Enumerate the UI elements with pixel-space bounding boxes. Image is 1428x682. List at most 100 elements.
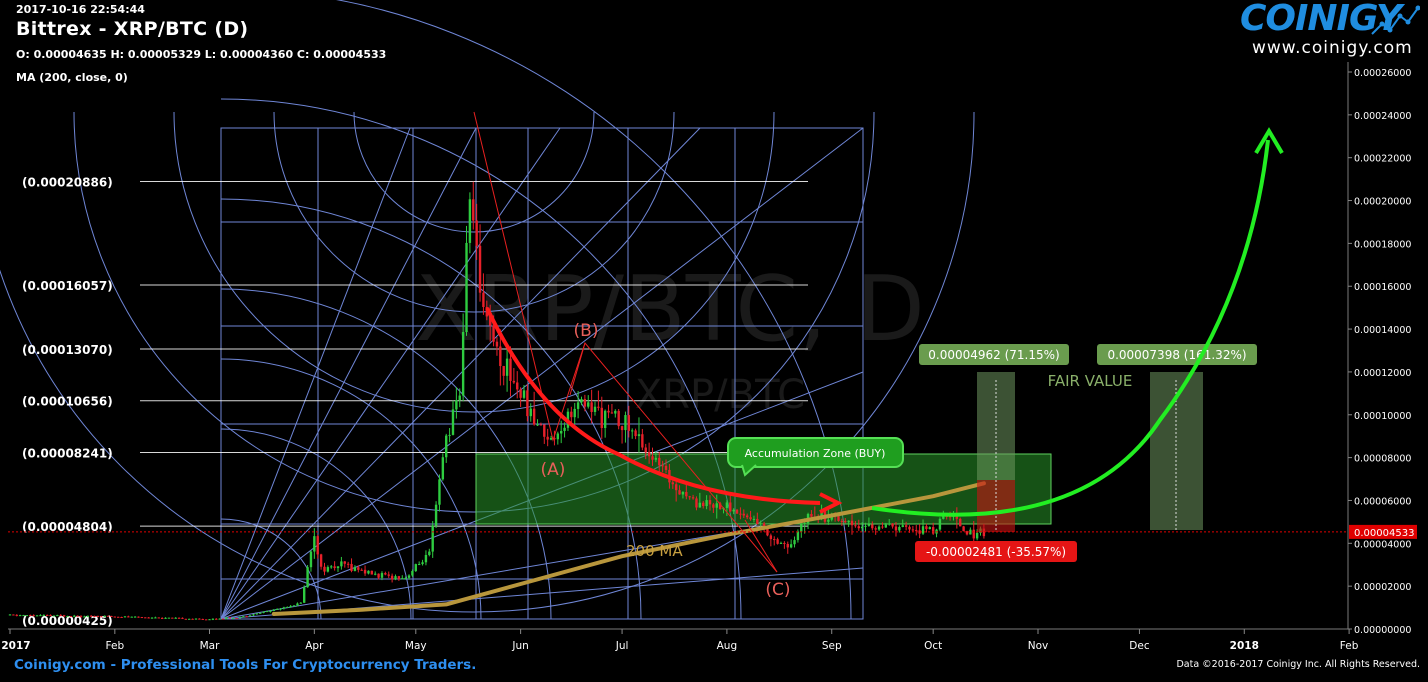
candle [397,576,401,580]
candle [215,618,218,620]
x-tick-label: Jun [511,640,528,652]
candle [231,618,235,620]
fib-level-label: (0.00016057) [22,279,113,293]
candle [597,406,600,408]
candle [255,613,259,615]
wave-b-label: (B) [574,321,599,341]
candle [844,520,847,523]
x-tick-label: Jul [615,640,629,652]
candle [380,573,384,578]
candle [25,615,29,617]
candle [404,577,407,579]
candle [177,617,181,619]
candle [370,570,374,575]
accumulation-callout: Accumulation Zone (BUY) [727,437,904,477]
candle [411,571,414,576]
candle [857,526,860,529]
candle [850,520,854,526]
candle [647,452,651,457]
candle [620,426,624,431]
target2-label-bg [1097,344,1257,365]
target1-label: 0.00004962 (71.15%) [928,348,1059,362]
candle [262,611,265,613]
gann-box [220,127,864,620]
candle [766,527,769,536]
candle [343,561,346,564]
candle [401,578,404,580]
candle [140,617,144,619]
candle [631,430,634,432]
candle [982,528,986,537]
candle [286,607,289,609]
callout-bg [727,437,904,468]
candle [22,615,25,617]
candle [441,457,445,480]
footer-tagline[interactable]: Coinigy.com - Professional Tools For Cry… [14,657,477,673]
candle [762,523,766,528]
candle [204,619,208,621]
x-tick-label: 2017 [1,640,30,652]
current-price-tag-bg [1349,524,1417,539]
candle [918,530,921,534]
candle [576,402,580,409]
gann-arc [0,111,975,613]
coinigy-logo[interactable]: COINIGY www.coinigy.com [1240,0,1420,60]
candle [654,457,658,460]
candle [228,617,232,619]
drawdown-label: -0.00002481 (-35.57%) [926,545,1066,559]
candle [83,616,86,618]
candle [377,573,380,578]
candle [110,616,113,618]
candle [89,615,93,617]
candle [860,526,864,529]
wave-c-label: (C) [765,580,790,600]
watermark-main: XRP/BTC, D [415,257,925,362]
candle [49,615,52,617]
gann-arc [220,358,482,620]
logo-graph-icon [1371,5,1420,35]
x-tick-label: 2018 [1230,640,1259,652]
candle [45,614,49,616]
fib-level-label: (0.00000425) [22,614,113,628]
candle [117,616,120,618]
y-tick-label: 0.00004000 [1354,539,1411,550]
candle [732,509,735,512]
candle [505,358,509,376]
y-tick-label: 0.00024000 [1354,111,1411,122]
y-tick-label: 0.00012000 [1354,368,1411,379]
candle [184,618,188,620]
candle [133,616,137,618]
candle [959,518,962,527]
candle [536,424,539,426]
candle [942,515,945,519]
drawdown-label-bg [915,541,1077,562]
candle [529,408,532,417]
candle [610,412,614,414]
candles [8,181,986,621]
candle [810,513,813,517]
indicator-label[interactable]: MA (200, close, 0) [16,71,128,84]
zone-label: Accumulation Zone (BUY) [745,447,886,460]
candle [18,615,22,617]
chart-title: Bittrex - XRP/BTC (D) [16,18,249,40]
ohlc-readout: O: 0.00004635 H: 0.00005329 L: 0.0000436… [16,48,387,61]
candle [292,605,296,607]
candle [488,316,492,326]
candle [428,551,431,555]
logo-brand: COINIGY [1240,0,1402,39]
candle [346,563,350,565]
candle [603,410,607,429]
candle [275,608,279,610]
watermark: XRP/BTC, D XRP/BTC [415,257,925,418]
candle [793,540,796,545]
candle [56,615,59,617]
candle [786,543,789,548]
candle [915,530,918,532]
candle [35,615,39,617]
candle [194,618,198,620]
candle [130,616,133,618]
candle [658,457,661,466]
candle [248,615,252,617]
candle [553,438,556,440]
